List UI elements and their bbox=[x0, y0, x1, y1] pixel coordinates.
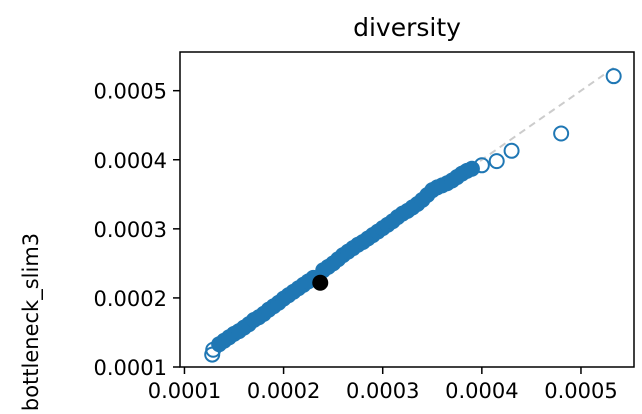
y-tick-label: 0.0003 bbox=[94, 218, 167, 242]
x-tick-label: 0.0002 bbox=[247, 379, 320, 403]
y-axis-label: bottleneck_slim3 bbox=[19, 233, 44, 411]
open-point bbox=[488, 153, 505, 170]
x-tick-label: 0.0005 bbox=[544, 379, 617, 403]
x-tick-label: 0.0003 bbox=[346, 379, 419, 403]
x-tick-label: 0.0001 bbox=[148, 379, 221, 403]
open-point bbox=[605, 68, 622, 85]
y-tick-label: 0.0001 bbox=[94, 356, 167, 380]
plot-frame bbox=[179, 51, 635, 368]
chart-title: diversity bbox=[353, 13, 461, 42]
y-tick-label: 0.0002 bbox=[94, 287, 167, 311]
open-point bbox=[473, 157, 490, 174]
open-point bbox=[205, 341, 222, 358]
data-point bbox=[463, 160, 480, 177]
y-tick-label: 0.0005 bbox=[94, 80, 167, 104]
x-tick-label: 0.0004 bbox=[445, 379, 518, 403]
axes: 0.0001 0.0002 0.0003 0.0004 0.0005 0.0001 0.00… bbox=[94, 80, 618, 403]
y-tick-label: 0.0004 bbox=[94, 149, 167, 173]
open-point bbox=[503, 142, 520, 159]
open-point bbox=[553, 125, 570, 142]
highlight-point bbox=[312, 274, 329, 291]
plot-area bbox=[204, 65, 622, 363]
